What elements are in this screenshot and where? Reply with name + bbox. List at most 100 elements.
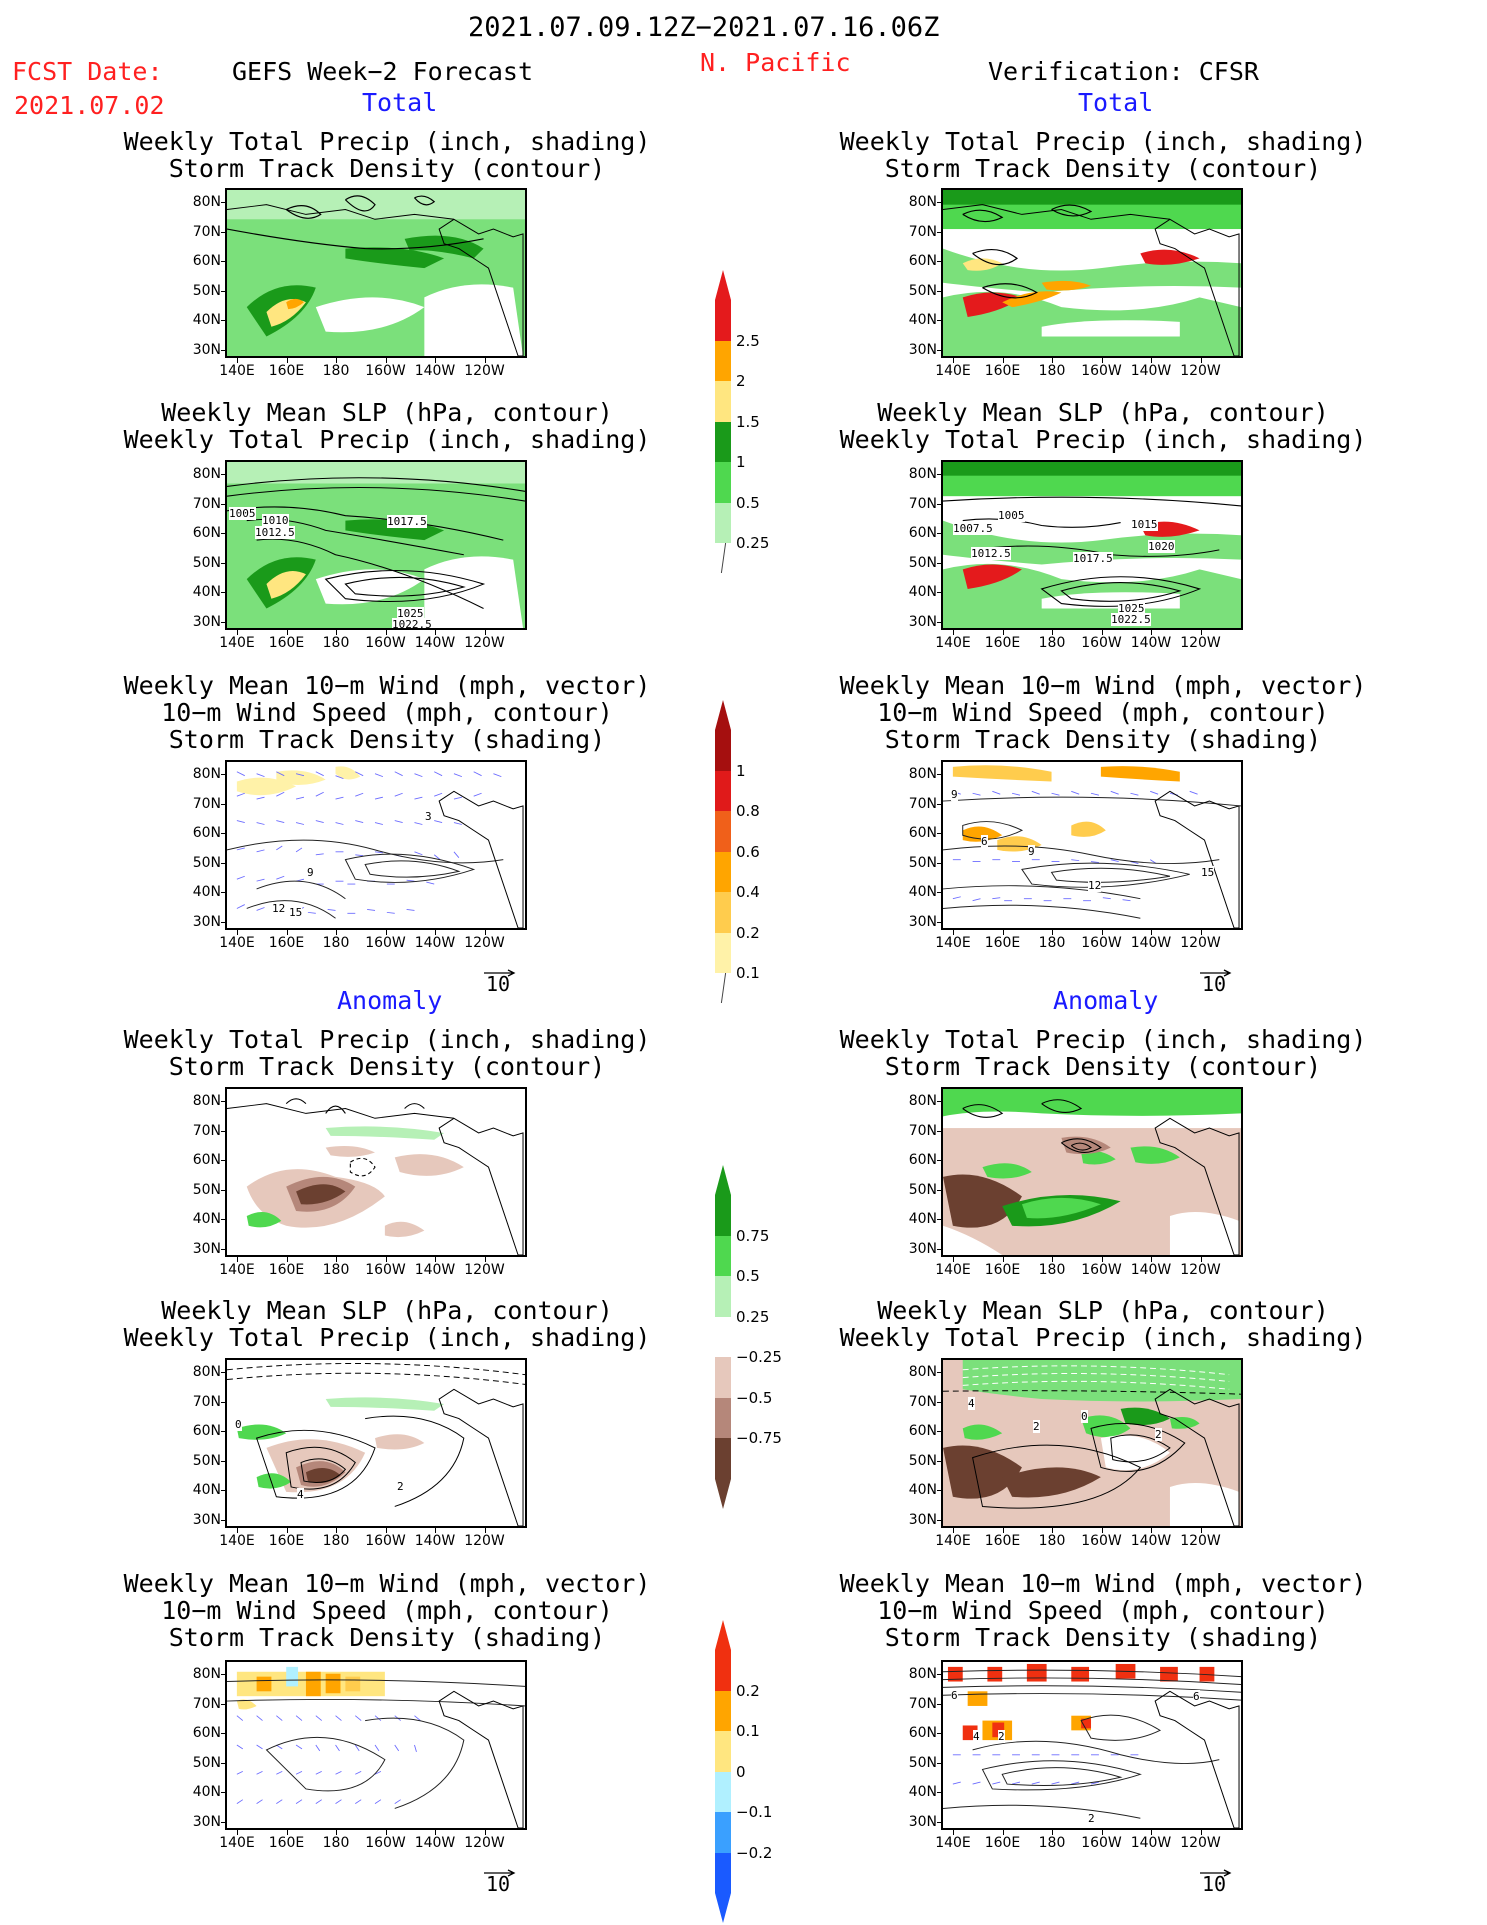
lon-tick xyxy=(336,630,337,635)
lon-label: 160E xyxy=(984,635,1021,651)
lon-label: 140W xyxy=(414,1262,456,1278)
lat-tick xyxy=(937,562,942,564)
lat-tick xyxy=(937,290,942,292)
left-total-heading: Total xyxy=(362,88,438,117)
lon-tick xyxy=(385,930,387,935)
lon-tick xyxy=(435,1830,436,1835)
lon-tick xyxy=(1052,1257,1053,1262)
lon-label: 120W xyxy=(464,1262,505,1278)
lon-tick xyxy=(237,1830,238,1835)
map-cfsr-anom-slp-precip: 4 2 0 2 xyxy=(941,1358,1243,1528)
colorbar-bottom-triangle xyxy=(720,973,728,1003)
lon-label: 160W xyxy=(1081,1835,1122,1851)
colorbar-label: −0.75 xyxy=(736,1429,782,1447)
colorbar-segment xyxy=(715,811,731,852)
lat-label: 80N xyxy=(192,466,221,482)
lon-label: 160W xyxy=(365,1533,406,1549)
panel-title-r6: Weekly Mean 10−m Wind (mph, vector) 10−m … xyxy=(839,1569,1367,1652)
lat-label: 60N xyxy=(908,1152,937,1168)
lat-tick xyxy=(221,621,226,623)
colorbar-label: −0.5 xyxy=(736,1388,773,1407)
lon-tick xyxy=(1002,930,1004,935)
colorbar-segment xyxy=(715,1195,731,1236)
lat-label: 80N xyxy=(192,1364,221,1380)
wind-anom-label: 4 xyxy=(973,1730,980,1743)
lon-label: 160W xyxy=(1081,935,1122,951)
lon-tick xyxy=(1101,1528,1103,1533)
lon-label: 140W xyxy=(1130,1835,1172,1851)
lon-tick xyxy=(1151,630,1152,635)
lon-tick xyxy=(385,630,387,635)
colorbar-label: 0.1 xyxy=(736,964,760,982)
colorbar-bottom-triangle xyxy=(715,1478,731,1509)
lat-label: 30N xyxy=(192,1511,221,1528)
colorbar-label: 1 xyxy=(736,453,746,471)
lat-label: 50N xyxy=(192,554,221,571)
vector-ref-value: 10 xyxy=(486,972,511,996)
lon-tick xyxy=(1101,1257,1103,1262)
colorbar-label: 2.5 xyxy=(736,331,760,350)
lon-label: 160W xyxy=(365,1835,406,1851)
colorbar-label: 0.8 xyxy=(736,802,760,820)
lat-label: 40N xyxy=(192,1482,221,1498)
lat-tick xyxy=(221,503,226,505)
panel-title-r3: Weekly Mean 10−m Wind (mph, vector) 10−m … xyxy=(839,671,1367,754)
lon-tick xyxy=(1002,1830,1004,1835)
lat-tick xyxy=(221,1372,226,1373)
lon-tick xyxy=(1052,930,1053,935)
colorbar-segment xyxy=(715,730,731,771)
lon-tick xyxy=(484,930,486,935)
lon-label: 140E xyxy=(219,363,255,379)
colorbar-segment xyxy=(715,300,731,341)
lon-tick xyxy=(953,1257,954,1262)
slp-anom-label: 4 xyxy=(297,1488,304,1501)
wind-speed-label: 12 xyxy=(1088,879,1102,892)
lat-tick xyxy=(937,533,942,534)
lon-label: 140W xyxy=(414,1835,456,1851)
lon-label: 160E xyxy=(984,935,1021,951)
lon-tick xyxy=(1101,630,1103,635)
lon-label: 120W xyxy=(1180,935,1221,951)
lat-label: 70N xyxy=(192,223,221,240)
lat-label: 70N xyxy=(192,1122,221,1139)
lat-label: 60N xyxy=(908,1725,937,1741)
lon-label: 160W xyxy=(365,1262,406,1278)
lat-tick xyxy=(221,1762,226,1764)
lat-tick xyxy=(221,1519,226,1521)
lat-tick xyxy=(221,320,226,321)
left-anomaly-heading: Anomaly xyxy=(337,986,443,1015)
lat-tick xyxy=(937,1160,942,1161)
lon-label: 140W xyxy=(414,635,456,651)
lon-label: 180 xyxy=(322,635,350,651)
lon-label: 120W xyxy=(464,1533,505,1549)
colorbar-label: 1.5 xyxy=(736,412,760,431)
lat-tick xyxy=(221,231,226,233)
lon-tick xyxy=(1002,1528,1004,1533)
lat-tick xyxy=(937,1248,942,1250)
lat-label: 80N xyxy=(908,466,937,482)
lon-label: 120W xyxy=(464,363,505,379)
lon-label: 140E xyxy=(935,1835,971,1851)
slp-anom-label: 4 xyxy=(968,1397,975,1410)
lat-label: 80N xyxy=(908,1364,937,1380)
lat-label: 60N xyxy=(908,525,937,541)
colorbar-segment xyxy=(715,1235,731,1276)
lon-label: 120W xyxy=(464,1835,505,1851)
lat-label: 40N xyxy=(908,884,937,900)
lon-label: 140W xyxy=(414,363,456,379)
lat-tick xyxy=(221,261,226,262)
panel-title-r2: Weekly Mean SLP (hPa, contour) Weekly Tot… xyxy=(839,398,1367,454)
lat-label: 40N xyxy=(192,1211,221,1227)
lat-label: 80N xyxy=(908,1093,937,1109)
lat-label: 60N xyxy=(192,825,221,841)
colorbar-top-triangle xyxy=(715,700,731,730)
lon-label: 160E xyxy=(268,935,305,951)
lat-tick xyxy=(937,1101,942,1102)
colorbar-label: 0.4 xyxy=(736,883,760,901)
lat-tick xyxy=(937,503,942,505)
lon-tick xyxy=(1151,358,1152,363)
panel-title-r1: Weekly Total Precip (inch, shading) Storm… xyxy=(839,127,1367,183)
lon-tick xyxy=(1200,630,1202,635)
lat-label: 60N xyxy=(908,253,937,269)
lon-tick xyxy=(237,358,238,363)
